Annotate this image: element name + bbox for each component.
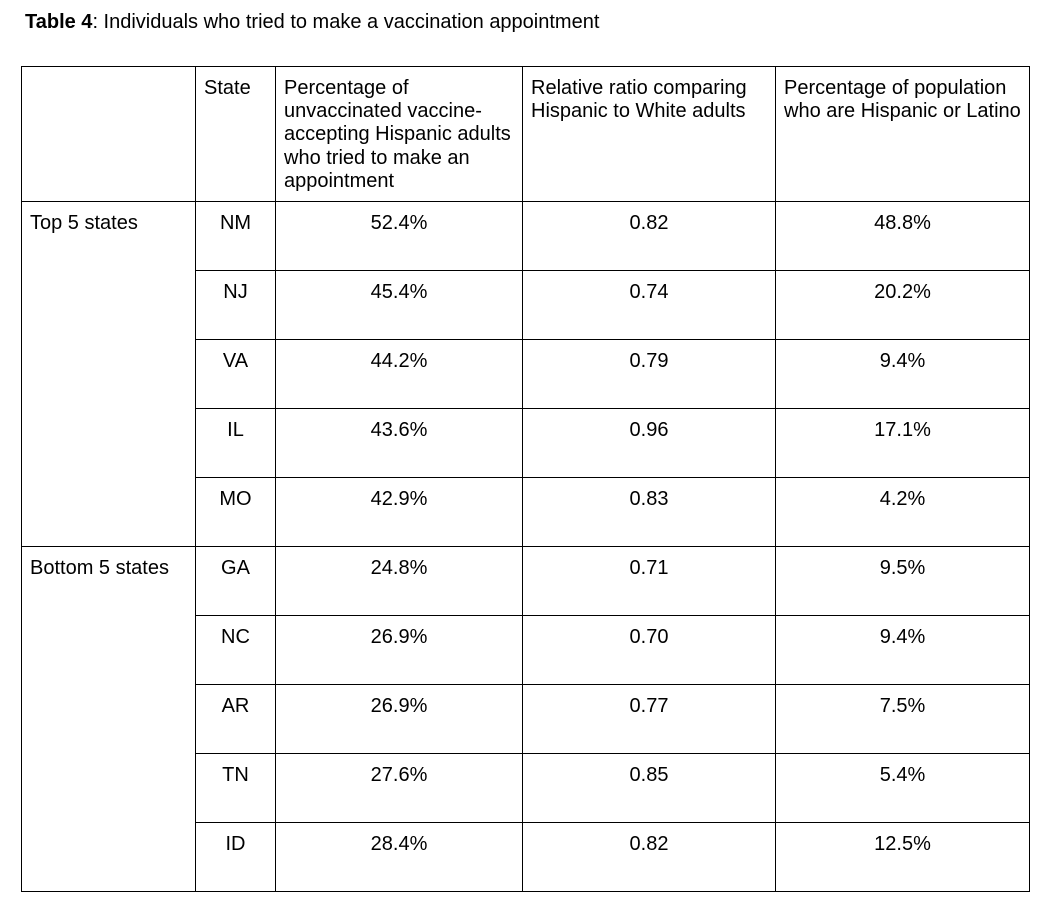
cell-state: AR: [195, 684, 276, 754]
vaccination-appointment-table: State Percentage of unvaccinated vaccine…: [21, 66, 1030, 892]
cell-pct-pop: 48.8%: [775, 201, 1030, 271]
cell-pct-pop: 9.4%: [775, 615, 1030, 685]
cell-state: NC: [195, 615, 276, 685]
group-label-cell-bottom5: Bottom 5 states: [21, 546, 196, 892]
header-pct-tried: Percentage of unvaccinated vaccine-accep…: [275, 66, 523, 202]
cell-state: TN: [195, 753, 276, 823]
group-label-cell-top5: Top 5 states: [21, 201, 196, 547]
cell-ratio: 0.96: [522, 408, 776, 478]
header-pct-pop: Percentage of population who are Hispani…: [775, 66, 1030, 202]
table-caption-text: : Individuals who tried to make a vaccin…: [92, 11, 600, 33]
cell-ratio: 0.82: [522, 201, 776, 271]
cell-ratio: 0.79: [522, 339, 776, 409]
cell-ratio: 0.71: [522, 546, 776, 616]
header-ratio: Relative ratio comparing Hispanic to Whi…: [522, 66, 776, 202]
cell-pct-tried: 26.9%: [275, 684, 523, 754]
cell-pct-pop: 9.5%: [775, 546, 1030, 616]
table-row: IL 43.6% 0.96 17.1%: [22, 408, 1030, 478]
table-row: Bottom 5 states GA 24.8% 0.71 9.5%: [21, 546, 1030, 892]
cell-pct-pop: 12.5%: [775, 822, 1030, 892]
cell-ratio: 0.85: [522, 753, 776, 823]
cell-state: ID: [195, 822, 276, 892]
cell-pct-tried: 26.9%: [275, 615, 523, 685]
table-caption: Table 4: Individuals who tried to make a…: [25, 10, 599, 34]
cell-ratio: 0.77: [522, 684, 776, 754]
cell-ratio: 0.74: [522, 270, 776, 340]
cell-state: NM: [195, 201, 276, 271]
cell-pct-tried: 52.4%: [275, 201, 523, 271]
cell-pct-tried: 42.9%: [275, 477, 523, 547]
cell-pct-tried: 28.4%: [275, 822, 523, 892]
cell-pct-pop: 9.4%: [775, 339, 1030, 409]
table-row: TN 27.6% 0.85 5.4%: [22, 753, 1030, 823]
cell-state: VA: [195, 339, 276, 409]
cell-pct-tried: 24.8%: [275, 546, 523, 616]
cell-pct-pop: 7.5%: [775, 684, 1030, 754]
cell-ratio: 0.82: [522, 822, 776, 892]
cell-state: GA: [195, 546, 276, 616]
table-row: AR 26.9% 0.77 7.5%: [22, 684, 1030, 754]
table-row: ID 28.4% 0.82 12.5%: [22, 822, 1030, 892]
table-row: Top 5 states NM 52.4% 0.82 48.8%: [21, 201, 1030, 547]
cell-state: MO: [195, 477, 276, 547]
header-group: [21, 66, 196, 202]
cell-pct-pop: 17.1%: [775, 408, 1030, 478]
table-header-row: State Percentage of unvaccinated vaccine…: [21, 66, 1030, 202]
cell-pct-tried: 45.4%: [275, 270, 523, 340]
header-state: State: [195, 66, 276, 202]
cell-pct-tried: 43.6%: [275, 408, 523, 478]
cell-pct-pop: 5.4%: [775, 753, 1030, 823]
cell-pct-tried: 44.2%: [275, 339, 523, 409]
cell-pct-pop: 20.2%: [775, 270, 1030, 340]
cell-pct-tried: 27.6%: [275, 753, 523, 823]
table-row: NJ 45.4% 0.74 20.2%: [22, 270, 1030, 340]
table-row: MO 42.9% 0.83 4.2%: [22, 477, 1030, 547]
cell-state: IL: [195, 408, 276, 478]
table-row: NC 26.9% 0.70 9.4%: [22, 615, 1030, 685]
cell-ratio: 0.70: [522, 615, 776, 685]
table-caption-label: Table 4: [25, 11, 93, 33]
cell-ratio: 0.83: [522, 477, 776, 547]
table-row: VA 44.2% 0.79 9.4%: [22, 339, 1030, 409]
cell-state: NJ: [195, 270, 276, 340]
cell-pct-pop: 4.2%: [775, 477, 1030, 547]
